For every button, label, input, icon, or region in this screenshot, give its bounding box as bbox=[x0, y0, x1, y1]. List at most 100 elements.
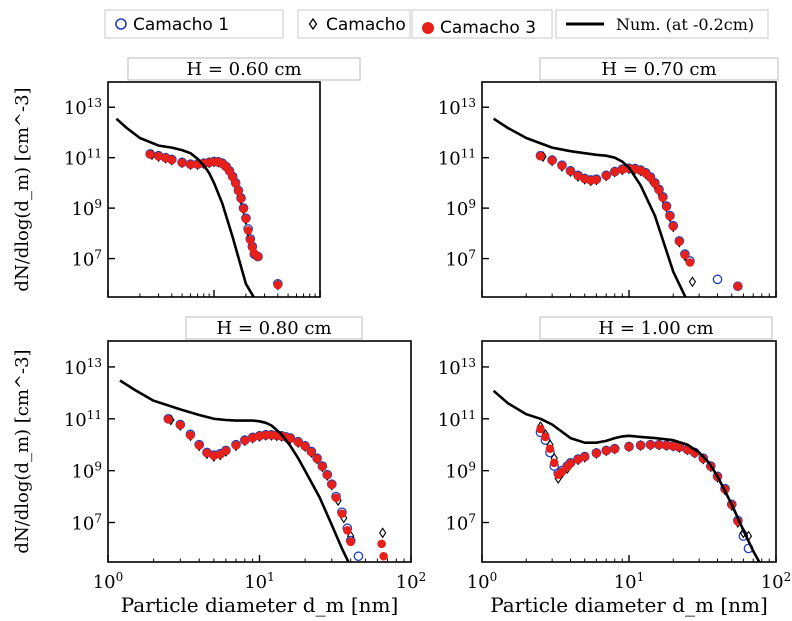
point-camacho-3 bbox=[680, 250, 690, 260]
panel-title: H = 0.80 cm bbox=[216, 318, 331, 339]
x-tick-label: 101 bbox=[244, 570, 275, 593]
point-camacho-3 bbox=[573, 455, 583, 464]
point-camacho-3 bbox=[286, 434, 295, 443]
point-camacho-3 bbox=[346, 537, 356, 547]
point-camacho-3 bbox=[566, 166, 575, 176]
point-camacho-3 bbox=[573, 171, 583, 181]
panel-title: H = 0.70 cm bbox=[601, 59, 716, 80]
axes-frame bbox=[481, 81, 777, 298]
legend-marker bbox=[308, 17, 318, 31]
point-camacho-3 bbox=[167, 155, 177, 165]
point-camacho-3 bbox=[557, 161, 567, 171]
y-tick-label: 1011 bbox=[438, 408, 476, 431]
x-axis-label: Particle diameter d_m [nm] bbox=[121, 593, 399, 617]
point-camacho-1 bbox=[353, 551, 364, 562]
point-camacho-3 bbox=[236, 194, 246, 203]
axes-frame bbox=[107, 81, 321, 298]
legend-label: Camacho 2 bbox=[326, 15, 422, 35]
panel-title: H = 0.60 cm bbox=[186, 59, 301, 80]
y-tick-label: 109 bbox=[71, 197, 102, 220]
chart-panel: H = 0.70 cm 1013 1011 109 107 bbox=[438, 57, 779, 298]
point-camacho-3 bbox=[331, 493, 341, 503]
point-camacho-3 bbox=[541, 432, 550, 442]
x-tick-label: 101 bbox=[614, 570, 645, 593]
point-camacho-3 bbox=[228, 172, 237, 182]
point-camacho-3 bbox=[194, 440, 204, 450]
point-camacho-3 bbox=[154, 151, 163, 161]
point-camacho-3 bbox=[685, 258, 695, 267]
point-camacho-3 bbox=[650, 179, 660, 188]
point-camacho-3 bbox=[668, 222, 678, 231]
point-camacho-3 bbox=[566, 459, 575, 468]
point-camacho-3 bbox=[343, 526, 352, 535]
point-camacho-3 bbox=[662, 441, 671, 450]
legend-marker bbox=[115, 18, 127, 30]
point-camacho-3 bbox=[675, 237, 684, 246]
y-tick-label: 107 bbox=[71, 512, 102, 535]
point-camacho-2 bbox=[739, 527, 748, 539]
y-tick-label: 1011 bbox=[438, 147, 476, 170]
point-camacho-3 bbox=[241, 214, 251, 224]
x-tick-label: 102 bbox=[761, 570, 792, 593]
legend-entry: Camacho 1 bbox=[104, 9, 284, 39]
legend-marker bbox=[422, 22, 434, 34]
chart-panel: H = 0.60 cm 1013 1011 109 107 bbox=[64, 57, 361, 298]
point-camacho-3 bbox=[221, 446, 231, 456]
x-axis-label: Particle diameter d_m [nm] bbox=[490, 593, 768, 617]
point-camacho-3 bbox=[636, 441, 645, 450]
x-tick-label: 100 bbox=[93, 570, 124, 593]
point-camacho-3 bbox=[163, 415, 173, 424]
point-camacho-3 bbox=[231, 179, 240, 188]
point-camacho-3 bbox=[624, 442, 634, 451]
legend-label: Num. (at -0.2cm) bbox=[616, 15, 754, 34]
point-camacho-3 bbox=[379, 551, 388, 561]
point-camacho-3 bbox=[536, 424, 545, 434]
point-camacho-1 bbox=[712, 274, 723, 285]
point-camacho-3 bbox=[234, 186, 243, 196]
chart-panel: H = 0.80 cm 1013 1011 109 107 100 101 102Partic… bbox=[64, 316, 426, 617]
point-camacho-3 bbox=[675, 443, 684, 452]
point-camacho-3 bbox=[617, 165, 627, 174]
y-tick-label: 1011 bbox=[64, 147, 102, 170]
y-tick-label: 1013 bbox=[64, 356, 102, 379]
point-camacho-3 bbox=[307, 447, 316, 457]
point-camacho-3 bbox=[654, 440, 664, 450]
point-camacho-2 bbox=[378, 527, 387, 539]
y-tick-label: 107 bbox=[445, 512, 476, 535]
point-camacho-3 bbox=[662, 202, 671, 211]
point-camacho-3 bbox=[610, 167, 620, 177]
legend-label: Camacho 1 bbox=[133, 15, 229, 35]
point-camacho-3 bbox=[248, 433, 257, 443]
legend-entry: Num. (at -0.2cm) bbox=[555, 9, 769, 39]
point-camacho-3 bbox=[580, 452, 590, 462]
point-camacho-3 bbox=[145, 150, 155, 159]
point-camacho-3 bbox=[337, 509, 347, 518]
legend-entry: Camacho 2 bbox=[297, 9, 422, 39]
point-camacho-3 bbox=[177, 158, 187, 168]
series-line-num bbox=[492, 389, 761, 562]
point-camacho-3 bbox=[202, 448, 212, 458]
y-tick-label: 1011 bbox=[64, 408, 102, 431]
point-camacho-3 bbox=[245, 235, 255, 245]
y-tick-label: 1013 bbox=[64, 96, 102, 119]
point-camacho-3 bbox=[239, 204, 248, 213]
x-tick-label: 100 bbox=[467, 570, 498, 593]
y-axis-label: dN/dlog(d_m) [cm^-3] bbox=[12, 349, 33, 553]
axes-frame bbox=[107, 340, 412, 563]
point-camacho-3 bbox=[658, 193, 668, 202]
point-camacho-3 bbox=[240, 436, 250, 445]
panel-title: H = 1.00 cm bbox=[598, 318, 713, 339]
y-tick-label: 1013 bbox=[438, 356, 476, 379]
point-camacho-3 bbox=[549, 458, 559, 468]
point-camacho-3 bbox=[186, 160, 195, 169]
point-camacho-3 bbox=[293, 437, 303, 447]
point-camacho-3 bbox=[536, 151, 545, 161]
point-camacho-3 bbox=[231, 440, 241, 450]
point-camacho-3 bbox=[665, 211, 675, 221]
point-camacho-3 bbox=[610, 444, 620, 454]
series-line-num bbox=[115, 117, 256, 297]
legend-entry: Camacho 3 bbox=[411, 9, 553, 39]
chart-panel: H = 1.00 cm 1013 1011 109 107 100 101 102Partic… bbox=[438, 316, 792, 617]
point-camacho-3 bbox=[318, 462, 327, 471]
